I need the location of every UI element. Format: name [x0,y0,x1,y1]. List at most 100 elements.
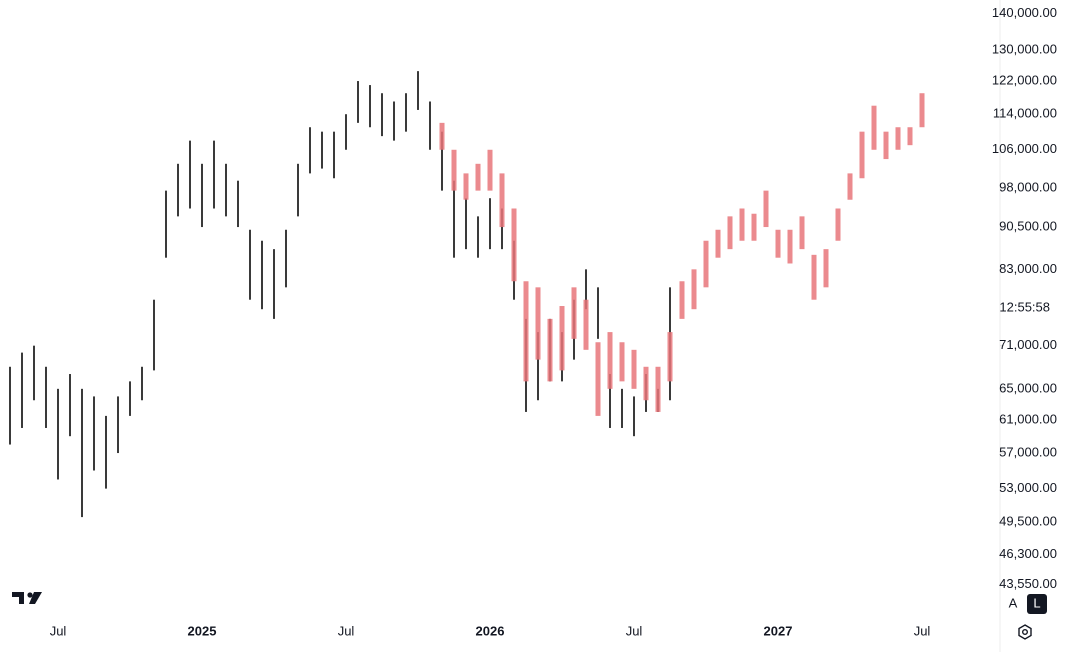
price-bar [9,366,11,445]
price-bar [333,131,335,179]
y-tick-label: 57,000.00 [999,444,1057,459]
price-bar [261,240,263,310]
x-tick-label: 2027 [764,623,793,638]
price-bar [429,101,431,150]
price-bar [691,269,697,310]
price-bar [811,254,817,300]
x-tick-label: Jul [50,623,67,638]
y-tick-label: 49,500.00 [999,513,1057,528]
price-bar [835,208,841,241]
price-bar [739,208,745,241]
y-tick-label: 140,000.00 [992,5,1057,20]
price-bar [189,140,191,209]
price-bar [501,208,503,250]
y-tick-label: 83,000.00 [999,261,1057,276]
price-bar [559,306,565,371]
price-bar [81,388,83,518]
price-bar [597,287,599,339]
price-bar [679,281,685,319]
price-bar [787,229,793,264]
price-bar [859,131,865,179]
price-bar [477,216,479,258]
price-bar [93,396,95,471]
price-bar [441,131,443,191]
price-bar [537,332,539,401]
price-bar [33,345,35,401]
y-tick-label: 130,000.00 [992,41,1057,56]
price-bar [499,173,505,228]
y-tick-label: 61,000.00 [999,411,1057,426]
price-bar [117,396,119,454]
price-bar [177,163,179,217]
price-bar [607,332,613,389]
x-tick-label: Jul [914,623,931,638]
price-bar [799,216,805,250]
price-bar [523,281,529,382]
countdown: 12:55:58 [999,299,1050,314]
price-bar [475,163,481,191]
x-tick-label: Jul [626,623,643,638]
price-bar [595,342,601,416]
y-tick-label: 65,000.00 [999,380,1057,395]
price-bar [451,149,457,191]
price-bar [895,127,901,150]
price-bar [285,229,287,288]
price-bar [453,180,455,258]
price-bar [165,190,167,258]
price-bar [405,93,407,132]
y-tick-label: 106,000.00 [992,141,1057,156]
y-tick-label: 46,300.00 [999,546,1057,561]
price-bar [225,163,227,217]
price-bar [489,198,491,250]
price-bar [21,352,23,428]
auto-button[interactable] [1003,594,1023,614]
price-bar [57,388,59,480]
price-bar [345,114,347,150]
price-bar [105,415,107,489]
price-bar [871,105,877,150]
price-bar [273,249,275,319]
price-bar [715,229,721,258]
price-bar [907,127,913,146]
auto-button-label[interactable]: A [1009,595,1018,610]
price-bar [667,332,673,382]
price-bar [511,208,517,282]
price-bar [655,366,661,412]
y-tick-label: 43,550.00 [999,576,1057,591]
price-bar [621,388,623,428]
price-bar [417,71,419,110]
price-bar [703,240,709,288]
price-bar [141,366,143,401]
settings-icon[interactable] [1018,624,1032,640]
log-button[interactable] [1027,594,1047,614]
price-bar [487,149,493,191]
price-bar [439,122,445,150]
price-bar [643,366,649,401]
price-bar [609,374,611,428]
price-bar [357,81,359,123]
price-bar [213,140,215,209]
x-tick-label: 2026 [476,623,505,638]
price-bar [249,229,251,300]
price-bar [775,229,781,258]
x-tick-label: 2025 [188,623,217,638]
log-button-label[interactable]: L [1033,595,1040,610]
price-bar [465,198,467,250]
price-bar [763,190,769,228]
price-bar [883,131,889,160]
y-tick-label: 53,000.00 [999,480,1057,495]
price-bar [69,374,71,437]
price-bar [201,163,203,228]
price-bar [393,101,395,141]
price-bar [463,173,469,200]
price-bar [585,269,587,310]
price-bar [535,287,541,360]
y-tick-label: 114,000.00 [993,106,1057,121]
price-bar [297,163,299,217]
price-bar [619,342,625,382]
price-bar [369,85,371,128]
price-bar [751,213,757,241]
price-bar [583,299,589,350]
tv-logo [12,592,42,604]
